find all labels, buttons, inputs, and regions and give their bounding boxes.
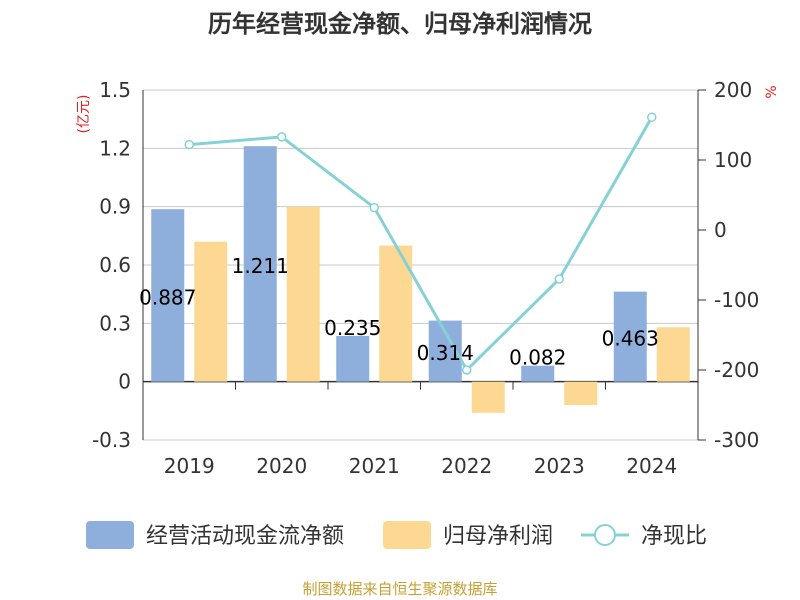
left-axis: 1.5 1.2 0.9 0.6 0.3 0 -0.3 [92,78,144,452]
bar-data-label: 0.314 [417,341,474,365]
bar-net-profit [194,241,228,382]
bar-net-profit [471,381,505,413]
bar-cash-flow [151,209,185,382]
legend-swatch-cash-flow [86,521,134,549]
ratio-point [647,112,657,123]
x-tick-label: 2023 [534,454,585,478]
bar-net-profit [286,206,320,382]
right-axis-unit: % [764,85,780,98]
bar-data-label: 0.887 [139,285,196,309]
ratio-point [184,139,194,150]
line-series-group [184,112,657,375]
legend: 经营活动现金流净额 归母净利润 净现比 [86,521,707,549]
right-tick-label: 200 [714,78,752,102]
bar-net-profit [564,381,598,405]
x-tick-label: 2019 [164,454,215,478]
bar-data-label: 0.082 [509,346,566,370]
left-tick-label: 0.3 [99,311,131,335]
right-tick-label: -300 [714,428,759,452]
right-tick-label: -100 [714,288,759,312]
legend-label-net-profit: 归母净利润 [443,524,553,549]
ratio-point [277,132,287,142]
left-tick-label: 0.9 [99,195,131,219]
left-tick-label: -0.3 [92,428,131,452]
bar-net-profit [379,245,413,382]
right-axis: 200 100 0 -100 -200 -300 [697,78,759,452]
right-tick-label: -200 [714,358,759,382]
bar-data-label: 1.211 [232,254,289,278]
left-tick-label: 0 [118,370,131,394]
legend-swatch-net-profit [383,521,431,549]
bar-cash-flow [613,291,647,382]
ratio-point [462,365,472,375]
right-tick-label: 0 [714,218,727,242]
bar-data-label: 0.463 [602,327,659,351]
source-note: 制图数据来自恒生聚源数据库 [302,580,497,598]
legend-label-ratio: 净现比 [641,524,707,549]
ratio-line [189,116,654,373]
legend-marker-ratio [594,524,616,546]
legend-label-cash-flow: 经营活动现金流净额 [146,524,344,549]
bar-net-profit [656,327,690,382]
bar-cash-flow [521,365,555,382]
x-tick-label: 2022 [441,454,492,478]
ratio-point [554,274,564,284]
left-tick-label: 1.2 [99,136,131,160]
x-tick-label: 2020 [256,454,307,478]
data-labels: 0.887 1.211 0.235 0.314 0.082 0.463 [139,254,659,370]
left-tick-label: 1.5 [99,78,131,102]
ratio-point [369,202,379,213]
bar-cash-flow [336,335,370,382]
left-tick-label: 0.6 [99,253,131,277]
bar-series-group [151,146,690,413]
bar-cash-flow [243,146,277,382]
chart-title: 历年经营现金净额、归母净利润情况 [208,10,592,38]
x-axis: 2019 2020 2021 2022 2023 2024 [142,381,699,478]
bar-data-label: 0.235 [324,316,381,340]
right-tick-label: 100 [714,148,752,172]
x-tick-label: 2021 [349,454,400,478]
x-tick-label: 2024 [626,454,677,478]
left-axis-unit: (亿元) [76,95,92,134]
